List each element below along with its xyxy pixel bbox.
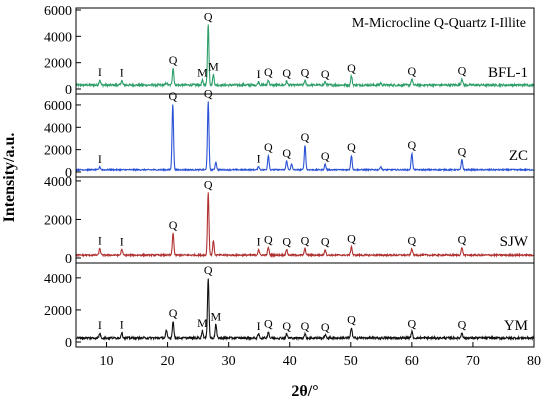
peak-label-zc-12: Q <box>408 138 417 152</box>
peak-label-ym-13: Q <box>408 317 417 331</box>
y-tick-label-zc-0: 0 <box>65 166 72 181</box>
panel-name-ym: YM <box>504 318 528 334</box>
peak-label-bfl-1-4: M <box>197 65 208 79</box>
peak-label-sjw-11: Q <box>408 233 417 247</box>
peak-label-zc-1: Q <box>168 89 177 103</box>
peak-label-zc-6: Q <box>282 146 291 160</box>
peak-label-sjw-2: Q <box>169 218 178 232</box>
y-tick-label-zc-4000: 4000 <box>44 121 72 136</box>
peak-label-ym-12: Q <box>347 313 356 327</box>
peak-label-bfl-1-10: Q <box>301 65 310 79</box>
y-tick-label-ym-4000: 4000 <box>44 272 72 287</box>
legend-text: M-Microcline Q-Quartz I-Illite <box>352 16 526 31</box>
peak-label-ym-10: Q <box>301 319 310 333</box>
peak-label-bfl-1-14: Q <box>408 64 417 78</box>
y-tick-label-bfl-1-0: 0 <box>65 83 72 98</box>
peak-label-ym-4: M <box>197 316 208 330</box>
peak-label-bfl-1-8: Q <box>264 65 273 79</box>
x-tick-label-70: 70 <box>466 354 480 369</box>
peak-label-sjw-12: Q <box>458 232 467 246</box>
peak-label-zc-4: I <box>257 151 261 165</box>
panel-frame-ym <box>75 262 535 348</box>
peak-label-bfl-1-15: Q <box>458 63 467 77</box>
x-tick-label-80: 80 <box>527 354 541 369</box>
peak-label-sjw-0: I <box>98 233 102 247</box>
peak-label-ym-7: I <box>257 319 261 333</box>
peak-label-bfl-1-6: M <box>208 60 219 74</box>
y-tick-label-bfl-1-2000: 2000 <box>44 57 72 72</box>
peak-label-bfl-1-7: I <box>257 67 261 81</box>
x-tick-label-20: 20 <box>161 354 175 369</box>
series-line-bfl-1 <box>75 24 535 89</box>
peak-label-bfl-1-0: I <box>98 65 102 79</box>
peak-label-zc-8: Q <box>301 130 310 144</box>
peak-label-sjw-8: Q <box>301 233 310 247</box>
peak-label-ym-11: Q <box>321 320 330 334</box>
y-axis-title: Intensity/a.u. <box>1 133 18 223</box>
peak-label-ym-9: Q <box>282 319 291 333</box>
peak-label-zc-10: Q <box>347 140 356 154</box>
peak-label-ym-1: I <box>120 317 124 331</box>
y-tick-label-sjw-2000: 2000 <box>44 213 72 228</box>
x-tick-label-10: 10 <box>100 354 114 369</box>
y-tick-label-bfl-1-4000: 4000 <box>44 30 72 45</box>
peak-label-ym-8: Q <box>264 317 273 331</box>
y-tick-label-zc-6000: 6000 <box>44 99 72 114</box>
peak-label-ym-14: Q <box>458 317 467 331</box>
y-tick-label-sjw-0: 0 <box>65 252 72 267</box>
x-tick-label-30: 30 <box>222 354 236 369</box>
y-tick-label-ym-2000: 2000 <box>44 304 72 319</box>
peak-label-sjw-5: I <box>257 234 261 248</box>
y-tick-label-sjw-4000: 4000 <box>44 175 72 190</box>
panel-name-bfl-1: BFL-1 <box>488 65 528 81</box>
peak-label-bfl-1-3: Q <box>169 53 178 67</box>
peak-label-sjw-1: I <box>120 234 124 248</box>
x-axis-title: 2θ/° <box>291 383 318 400</box>
peak-label-bfl-1-5: Q <box>204 9 213 23</box>
peak-label-sjw-7: Q <box>282 234 291 248</box>
peak-label-sjw-9: Q <box>321 234 330 248</box>
peak-label-sjw-3: Q <box>204 177 213 191</box>
y-tick-label-bfl-1-6000: 6000 <box>44 4 72 19</box>
peak-label-zc-13: Q <box>458 145 467 159</box>
peak-label-ym-0: I <box>98 318 102 332</box>
peak-label-zc-5: Q <box>264 140 273 154</box>
series-line-zc <box>75 101 535 173</box>
panel-name-sjw: SJW <box>500 234 529 250</box>
peak-label-bfl-1-9: Q <box>282 66 291 80</box>
peak-label-sjw-6: Q <box>264 232 273 246</box>
x-tick-label-50: 50 <box>344 354 358 369</box>
peak-label-zc-0: I <box>98 152 102 166</box>
panel-name-zc: ZC <box>509 148 528 164</box>
peak-label-bfl-1-1: I <box>120 65 124 79</box>
peak-label-ym-3: Q <box>169 306 178 320</box>
peak-label-ym-6: M <box>211 309 222 323</box>
y-tick-label-zc-2000: 2000 <box>44 144 72 159</box>
peak-label-zc-9: Q <box>321 149 330 163</box>
peak-label-bfl-1-11: Q <box>321 67 330 81</box>
series-line-sjw <box>75 192 535 258</box>
series-line-ym <box>75 278 535 342</box>
x-tick-label-40: 40 <box>283 354 297 369</box>
peak-label-bfl-1-12: Q <box>347 61 356 75</box>
peak-label-ym-5: Q <box>204 263 213 277</box>
peak-label-sjw-10: Q <box>347 231 356 245</box>
x-tick-label-60: 60 <box>405 354 419 369</box>
y-tick-label-ym-0: 0 <box>65 336 72 351</box>
